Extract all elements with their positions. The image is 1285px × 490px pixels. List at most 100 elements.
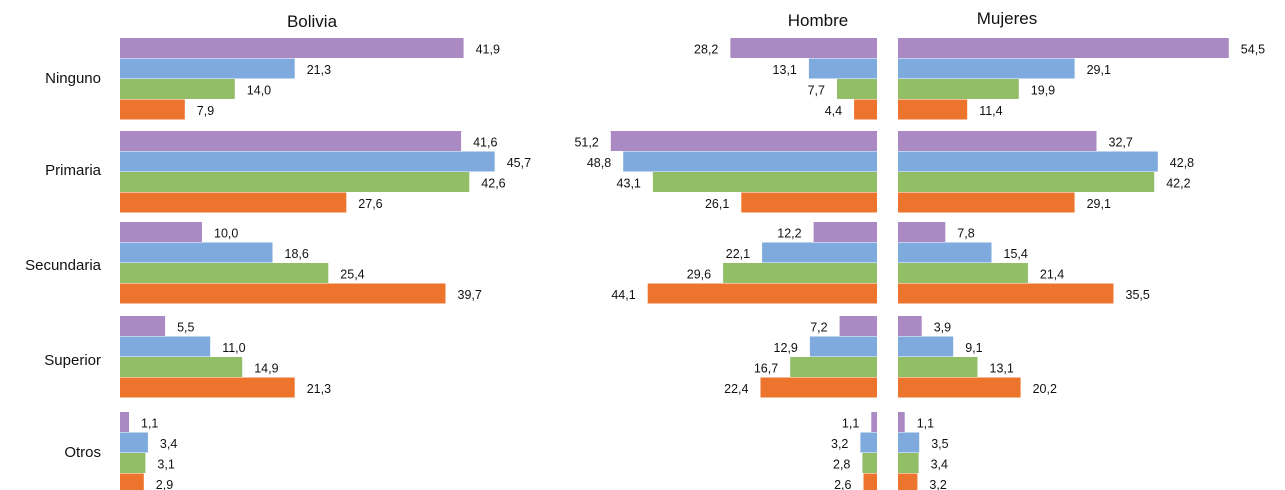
bar-hombre-s1-c2 [762,242,877,263]
bar-bolivia-s3-c0 [120,99,185,120]
data-label-hombre-s3-c2: 44,1 [611,288,635,302]
data-label-mujeres-s0-c0: 54,5 [1241,42,1265,56]
panel-title-hombre: Hombre [788,11,848,30]
data-label-bolivia-s2-c3: 14,9 [254,361,278,375]
bar-hombre-s0-c0 [730,38,877,58]
data-label-mujeres-s3-c1: 29,1 [1087,197,1111,211]
data-label-mujeres-s1-c0: 29,1 [1087,63,1111,77]
bar-mujeres-s2-c3 [898,357,978,377]
data-label-bolivia-s0-c0: 41,9 [476,42,500,56]
data-label-mujeres-s0-c2: 7,8 [957,226,974,240]
bar-bolivia-s1-c3 [120,336,211,357]
bar-bolivia-s1-c0 [120,58,295,79]
data-label-bolivia-s1-c3: 11,0 [222,341,245,355]
bar-hombre-s0-c4 [871,412,877,432]
category-label-ninguno: Ninguno [45,70,101,87]
bar-hombre-s2-c4 [862,453,877,473]
bar-mujeres-s1-c1 [898,151,1158,172]
panel-title-bolivia: Bolivia [287,12,338,31]
data-label-bolivia-s2-c4: 3,1 [157,457,174,471]
data-label-hombre-s0-c2: 12,2 [777,226,801,240]
category-label-otros: Otros [64,444,101,461]
bar-hombre-s3-c0 [854,99,877,120]
data-label-mujeres-s3-c2: 35,5 [1126,288,1150,302]
bar-bolivia-s3-c2 [120,283,446,304]
data-label-hombre-s0-c4: 1,1 [842,416,859,430]
data-label-hombre-s1-c2: 22,1 [726,247,750,261]
bar-hombre-s0-c1 [610,131,877,151]
data-label-mujeres-s2-c2: 21,4 [1040,267,1064,281]
data-label-mujeres-s3-c0: 11,4 [979,104,1002,118]
data-label-hombre-s3-c0: 4,4 [825,104,842,118]
bar-mujeres-s1-c4 [898,432,920,453]
data-label-hombre-s2-c3: 16,7 [754,361,778,375]
data-label-mujeres-s0-c4: 1,1 [917,416,934,430]
bar-hombre-s2-c3 [790,357,877,377]
data-label-bolivia-s3-c4: 2,9 [156,478,173,490]
bar-mujeres-s3-c0 [898,99,968,120]
bar-bolivia-s2-c3 [120,357,243,377]
data-label-mujeres-s0-c3: 3,9 [934,320,951,334]
data-label-hombre-s1-c3: 12,9 [774,341,798,355]
bar-hombre-s3-c2 [647,283,877,304]
data-label-mujeres-s0-c1: 32,7 [1109,135,1133,149]
category-label-primaria: Primaria [45,162,101,179]
bar-mujeres-s2-c2 [898,263,1028,283]
bar-mujeres-s2-c1 [898,172,1155,192]
bar-mujeres-s0-c2 [898,222,946,242]
data-label-mujeres-s1-c1: 42,8 [1170,156,1194,170]
data-label-bolivia-s2-c0: 14,0 [247,83,271,97]
data-label-hombre-s3-c1: 26,1 [705,197,729,211]
bar-hombre-s2-c2 [723,263,877,283]
bar-hombre-s3-c1 [741,192,877,213]
data-label-hombre-s2-c4: 2,8 [833,457,850,471]
data-label-bolivia-s1-c2: 18,6 [285,247,309,261]
data-label-bolivia-s1-c0: 21,3 [307,63,331,77]
data-label-bolivia-s3-c3: 21,3 [307,382,331,396]
bar-bolivia-s2-c0 [120,79,235,99]
bar-bolivia-s0-c1 [120,131,462,151]
bar-bolivia-s1-c1 [120,151,495,172]
data-label-mujeres-s1-c3: 9,1 [965,341,982,355]
bar-mujeres-s1-c0 [898,58,1075,79]
bar-bolivia-s0-c3 [120,316,166,336]
data-label-hombre-s3-c3: 22,4 [724,382,748,396]
data-label-bolivia-s2-c2: 25,4 [340,267,364,281]
bar-mujeres-s3-c3 [898,377,1021,398]
data-label-bolivia-s3-c1: 27,6 [358,197,382,211]
bar-mujeres-s0-c1 [898,131,1097,151]
bar-bolivia-s0-c4 [120,412,129,432]
bar-bolivia-s0-c0 [120,38,464,58]
bars: 41,9 41,6 10,0 5,5 1,1 21,3 45,7 18,6 11,0 3,4 14,… [120,38,1265,490]
data-label-bolivia-s2-c1: 42,6 [481,176,505,190]
data-label-mujeres-s1-c2: 15,4 [1004,247,1028,261]
data-label-mujeres-s1-c4: 3,5 [931,437,948,451]
data-label-hombre-s2-c2: 29,6 [687,267,711,281]
data-label-hombre-s2-c1: 43,1 [617,176,641,190]
data-label-bolivia-s0-c1: 41,6 [473,135,497,149]
data-label-mujeres-s2-c4: 3,4 [931,457,948,471]
bar-bolivia-s3-c4 [120,473,144,490]
bar-mujeres-s2-c0 [898,79,1019,99]
bar-hombre-s3-c3 [760,377,877,398]
data-label-mujeres-s3-c4: 3,2 [929,478,946,490]
bar-hombre-s3-c4 [863,473,877,490]
bar-hombre-s1-c4 [860,432,877,453]
bar-bolivia-s3-c1 [120,192,347,213]
data-label-mujeres-s2-c1: 42,2 [1166,176,1190,190]
category-labels: Ninguno Primaria Secundaria Superior Otr… [25,70,102,461]
data-label-hombre-s2-c0: 7,7 [808,83,825,97]
data-label-hombre-s0-c1: 51,2 [574,135,598,149]
bar-bolivia-s2-c2 [120,263,329,283]
chart-titles: Bolivia Hombre Mujeres [287,9,1037,31]
bar-bolivia-s2-c4 [120,453,146,473]
data-label-hombre-s1-c4: 3,2 [831,437,848,451]
data-label-bolivia-s3-c2: 39,7 [458,288,482,302]
data-label-bolivia-s1-c1: 45,7 [507,156,531,170]
bar-hombre-s2-c0 [837,79,877,99]
data-label-hombre-s0-c0: 28,2 [694,42,718,56]
bar-hombre-s1-c1 [623,151,877,172]
bar-mujeres-s3-c1 [898,192,1075,213]
bar-mujeres-s0-c0 [898,38,1229,58]
data-label-bolivia-s0-c4: 1,1 [141,416,158,430]
